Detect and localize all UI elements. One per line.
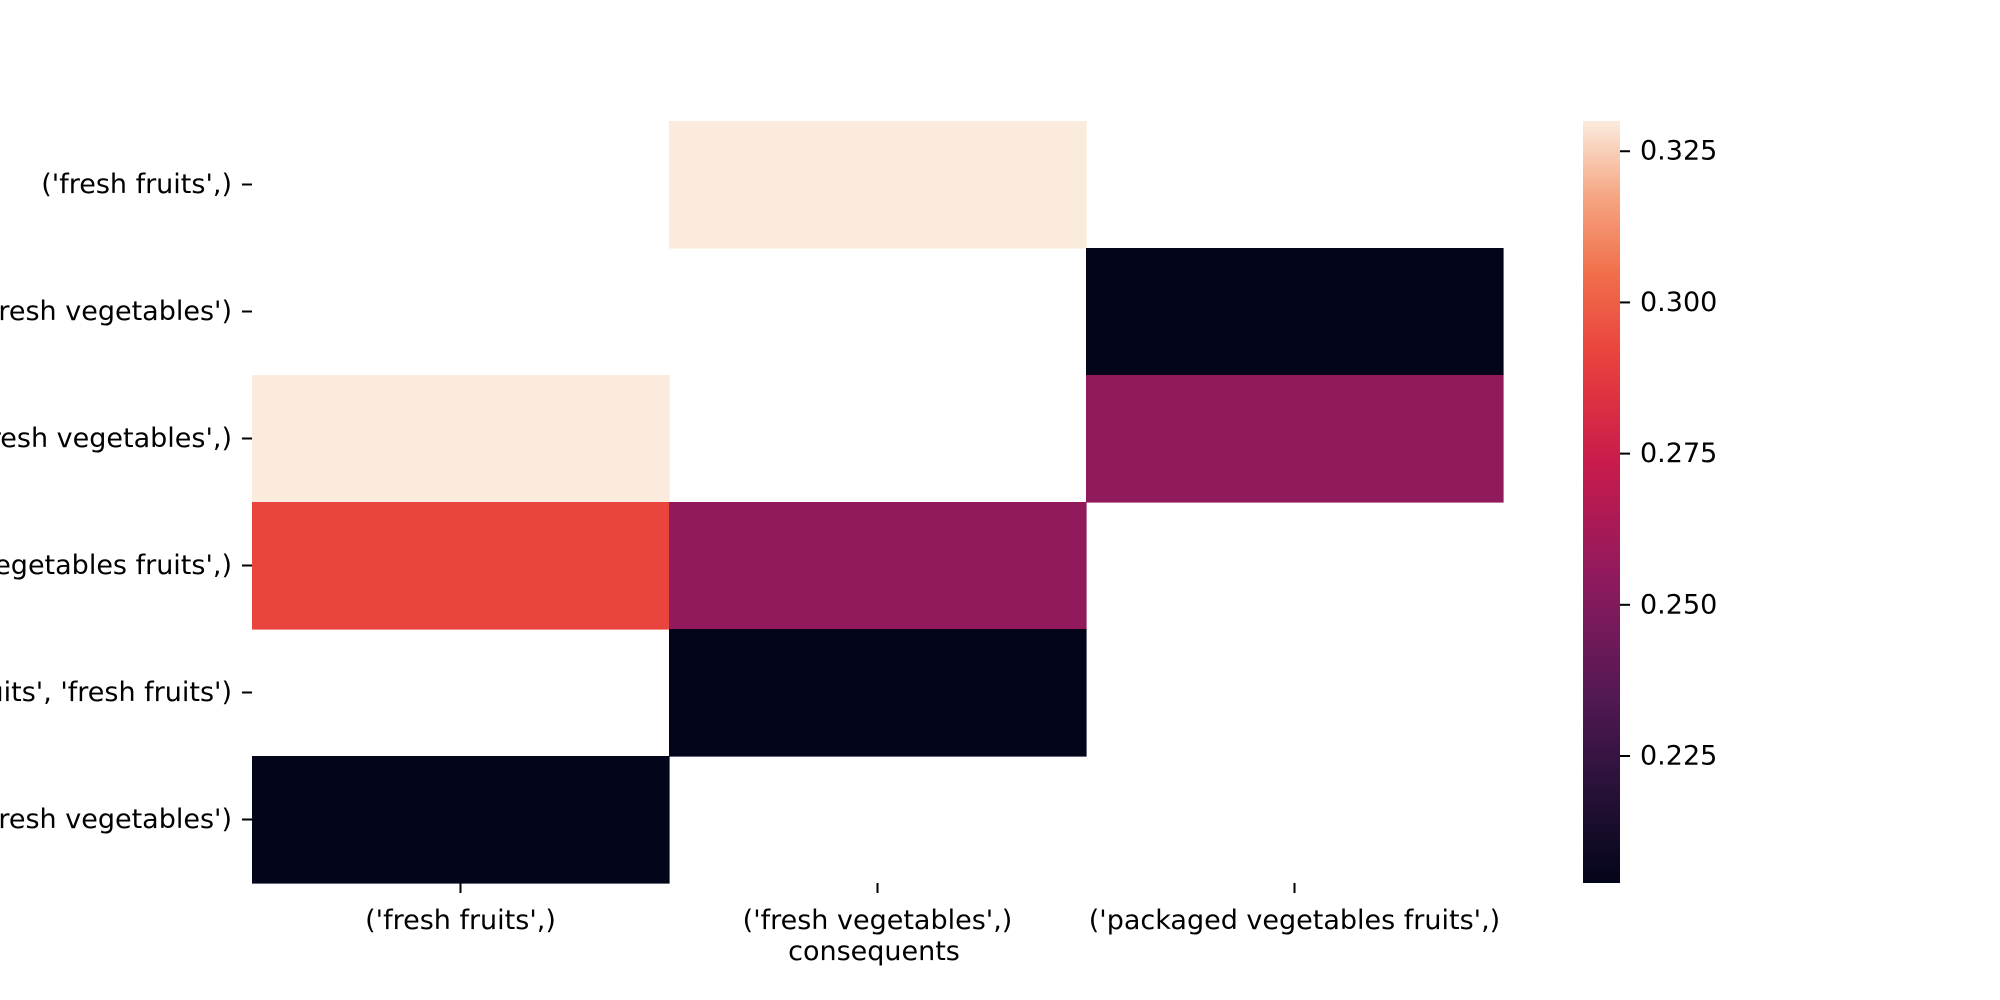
x-tick-label-0: ('fresh fruits',) (365, 905, 556, 936)
colorbar-tick-label-0: 0.225 (1640, 741, 1717, 772)
colorbar-tick-label-3: 0.300 (1640, 287, 1717, 318)
colorbar: 0.225 0.250 0.275 0.300 0.325 (1583, 121, 1717, 883)
heatmap-cell-r5-c0 (252, 756, 670, 884)
heatmap-cell-r2-c2 (1086, 375, 1504, 503)
heatmap-cell-r4-c1 (669, 629, 1087, 757)
colorbar-tick-label-2: 0.275 (1640, 438, 1717, 469)
heatmap-cell-r3-c0 (252, 502, 670, 630)
heatmap-cell-r1-c2 (1086, 248, 1504, 376)
heatmap-cells (252, 121, 1504, 884)
colorbar-gradient (1583, 121, 1620, 883)
heatmap-cell-r3-c1 (669, 502, 1087, 630)
x-tick-label-2: ('packaged vegetables fruits',) (1089, 905, 1500, 936)
colorbar-tick-label-4: 0.325 (1640, 136, 1717, 167)
colorbar-tick-label-1: 0.250 (1640, 589, 1717, 620)
y-tick-label-0: ('fresh fruits',) (41, 169, 232, 200)
y-tick-label-3: ('packaged vegetables fruits',) (0, 550, 232, 581)
x-tick-label-1: ('fresh vegetables',) (743, 905, 1013, 936)
y-axis: ('fresh fruits',) ('fresh fruits', 'fresh… (0, 169, 252, 835)
x-axis-label: consequents (788, 936, 960, 967)
heatmap-cell-r0-c1 (669, 121, 1087, 249)
x-axis: ('fresh fruits',) ('fresh vegetables',) ('… (365, 883, 1500, 936)
y-tick-label-4: ('packaged vegetables fruits', 'fresh fr… (0, 677, 232, 708)
y-tick-label-5: ('packaged vegetables fruits', 'fresh ve… (0, 804, 232, 835)
heatmap-cell-r2-c0 (252, 375, 670, 503)
y-tick-label-1: ('fresh fruits', 'fresh vegetables') (0, 296, 232, 327)
y-tick-label-2: ('fresh vegetables',) (0, 423, 232, 454)
